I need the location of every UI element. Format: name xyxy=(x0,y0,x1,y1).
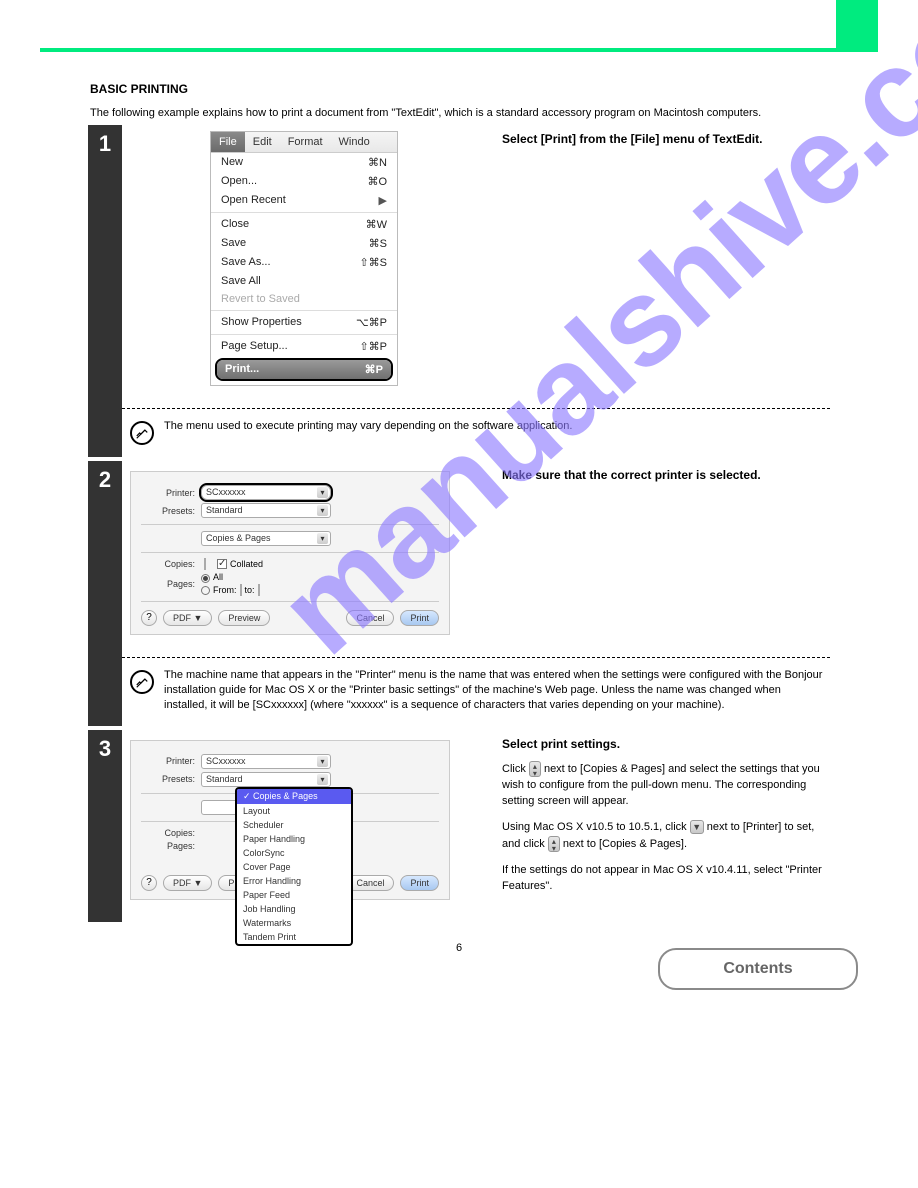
pages-all-radio[interactable] xyxy=(201,574,210,583)
updown-icon: ▴▾ xyxy=(548,836,560,852)
printer-dropdown[interactable]: SCxxxxxx▾ xyxy=(201,754,331,769)
step-3-number: 3 xyxy=(88,736,122,762)
pages-from-radio[interactable] xyxy=(201,586,210,595)
collated-checkbox[interactable] xyxy=(217,559,227,569)
to-input[interactable] xyxy=(258,584,260,596)
popup-item[interactable]: Layout xyxy=(237,804,351,818)
note-icon xyxy=(130,670,154,694)
step-3-para-2: Using Mac OS X v10.5 to 10.5.1, click ▼ … xyxy=(502,820,824,853)
file-menu-mock: File Edit Format Windo New⌘N Open...⌘O O… xyxy=(210,131,398,386)
printer-label: Printer: xyxy=(141,488,201,498)
menubar-edit[interactable]: Edit xyxy=(245,132,280,152)
section-popup: ✓ Copies & Pages Layout Scheduler Paper … xyxy=(235,787,353,946)
menu-item: New⌘N xyxy=(211,153,397,172)
popup-item[interactable]: Cover Page xyxy=(237,860,351,874)
step-1-title: Select [Print] from the [File] menu of T… xyxy=(502,131,824,148)
menu-item: Page Setup...⇧⌘P xyxy=(211,337,397,356)
presets-dropdown[interactable]: Standard▾ xyxy=(201,772,331,787)
step-2-title: Make sure that the correct printer is se… xyxy=(502,467,824,484)
section-title: BASIC PRINTING xyxy=(90,82,918,96)
pdf-button[interactable]: PDF ▼ xyxy=(163,610,212,626)
step-3-title: Select print settings. xyxy=(502,736,824,753)
header-title: Printer xyxy=(52,12,91,26)
popup-item[interactable]: Paper Feed xyxy=(237,888,351,902)
popup-item[interactable]: Paper Handling xyxy=(237,832,351,846)
copies-label: Copies: xyxy=(141,559,201,569)
menu-item: Save All xyxy=(211,272,397,290)
menubar-window[interactable]: Windo xyxy=(331,132,378,152)
popup-item[interactable]: Job Handling xyxy=(237,902,351,916)
menubar-file[interactable]: File xyxy=(211,132,245,152)
step-1-rail: 1 xyxy=(88,125,122,457)
menu-item: Open Recent▶ xyxy=(211,191,397,210)
menu-item: Close⌘W xyxy=(211,215,397,234)
print-dialog-mock: Printer: SCxxxxxx▾ Presets: Standard▾ Co… xyxy=(130,471,450,634)
header-line xyxy=(40,48,878,52)
popup-item[interactable]: Watermarks xyxy=(237,916,351,930)
step-3-para-3: If the settings do not appear in Mac OS … xyxy=(502,863,824,895)
step-3-para-1: Click ▴▾ next to [Copies & Pages] and se… xyxy=(502,761,824,810)
popup-item[interactable]: Scheduler xyxy=(237,818,351,832)
step-2-number: 2 xyxy=(88,467,122,493)
step-2-note: The machine name that appears in the "Pr… xyxy=(164,668,824,714)
step-1-number: 1 xyxy=(88,131,122,157)
presets-label: Presets: xyxy=(141,506,201,516)
menu-item: Open...⌘O xyxy=(211,172,397,191)
popup-item[interactable]: ColorSync xyxy=(237,846,351,860)
menu-item: Save⌘S xyxy=(211,234,397,253)
cancel-button[interactable]: Cancel xyxy=(346,610,394,626)
menu-item: Save As...⇧⌘S xyxy=(211,253,397,272)
printer-dropdown[interactable]: SCxxxxxx▾ xyxy=(201,485,331,500)
popup-item[interactable]: ✓ Copies & Pages xyxy=(237,789,351,804)
from-input[interactable] xyxy=(240,584,242,596)
step-3-rail: 3 xyxy=(88,730,122,922)
print-button[interactable]: Print xyxy=(400,875,439,891)
header-green-box xyxy=(836,0,878,48)
popup-item[interactable]: Error Handling xyxy=(237,874,351,888)
contents-button[interactable]: Contents xyxy=(658,948,858,990)
print-dialog-mock-3: Printer: SCxxxxxx▾ Presets: Standard▾ ▾ … xyxy=(130,740,450,900)
step-1-note: The menu used to execute printing may va… xyxy=(164,419,824,434)
section-dropdown[interactable]: Copies & Pages▾ xyxy=(201,531,331,546)
menu-item: Show Properties⌥⌘P xyxy=(211,313,397,332)
help-button[interactable]: ? xyxy=(141,610,157,626)
preview-button[interactable]: Preview xyxy=(218,610,270,626)
disclosure-icon: ▼ xyxy=(690,820,704,834)
presets-dropdown[interactable]: Standard▾ xyxy=(201,503,331,518)
collated-label: Collated xyxy=(230,559,263,569)
intro-text: The following example explains how to pr… xyxy=(90,106,828,121)
step-2-rail: 2 xyxy=(88,461,122,725)
pdf-button[interactable]: PDF ▼ xyxy=(163,875,212,891)
note-icon xyxy=(130,421,154,445)
copies-input[interactable] xyxy=(201,559,209,569)
menu-item-print-highlight[interactable]: Print...⌘P xyxy=(215,358,393,381)
help-button[interactable]: ? xyxy=(141,875,157,891)
menubar-format[interactable]: Format xyxy=(280,132,331,152)
print-button[interactable]: Print xyxy=(400,610,439,626)
menu-item-disabled: Revert to Saved xyxy=(211,290,397,308)
updown-icon: ▴▾ xyxy=(529,761,541,777)
popup-item[interactable]: Tandem Print xyxy=(237,930,351,944)
cancel-button[interactable]: Cancel xyxy=(346,875,394,891)
pages-label: Pages: xyxy=(141,579,201,589)
